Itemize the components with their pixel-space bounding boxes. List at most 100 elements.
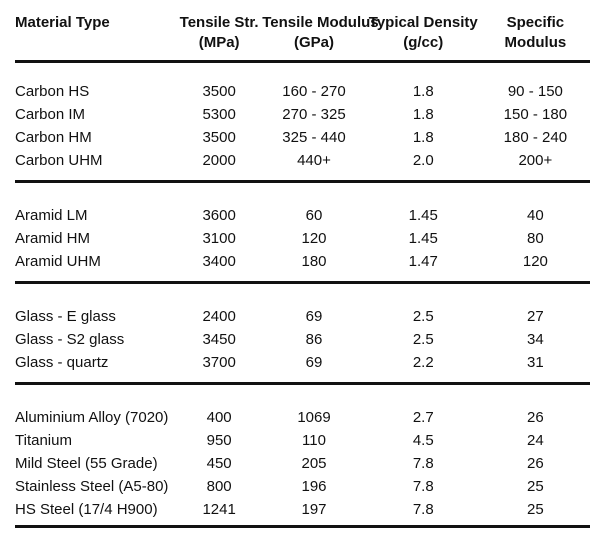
table-row: Aramid LM 3600 60 1.45 40 [15,204,590,227]
column-header-line1: Typical Density [368,14,478,31]
cell-value: 160 - 270 [282,83,346,100]
cell-value: 196 [301,478,327,495]
cell-value: 120 [301,230,327,247]
material-name: Carbon HM [15,129,92,146]
material-name: Glass - E glass [15,308,116,325]
cell-value: 3500 [202,83,236,100]
table-row: Aramid HM 3100 120 1.45 80 [15,227,590,250]
cell-value: 7.8 [412,455,434,472]
cell-value: 270 - 325 [282,106,346,123]
cell-value: 800 [206,478,232,495]
cell-value: 440+ [297,152,331,169]
material-name: Glass - quartz [15,354,109,371]
cell-value: 25 [527,501,544,518]
column-header-line2: (g/cc) [403,34,444,51]
table-header: Material Type Tensile Str. (MPa) Tensile… [15,0,590,63]
cell-value: 86 [305,331,323,348]
column-header-line2: (GPa) [293,34,334,51]
table-row: Aramid UHM 3400 180 1.47 120 [15,250,590,273]
table-row: Glass - quartz 3700 69 2.2 31 [15,351,590,374]
material-name: HS Steel (17/4 H900) [15,501,158,518]
material-name: Carbon UHM [15,152,103,169]
table-row: Carbon HM 3500 325 - 440 1.8 180 - 240 [15,126,590,149]
material-group-aramid: Aramid LM 3600 60 1.45 40 Aramid HM 3100 120 1.4… [15,183,590,284]
cell-value: 3500 [202,129,236,146]
cell-value: 26 [527,409,544,426]
material-group-carbon: Carbon HS 3500 160 - 270 1.8 90 - 150 Carbon … [15,63,590,183]
column-header-line1: Tensile Modulus [262,14,379,31]
column-header-tensile-strength: Tensile Str. (MPa) [176,13,262,53]
cell-value: 3600 [202,207,236,224]
cell-value: 2.2 [412,354,434,371]
column-header-tensile-modulus: Tensile Modulus (GPa) [262,13,379,53]
cell-value: 34 [527,331,544,348]
material-group-glass: Glass - E glass 2400 69 2.5 27 Glass - S2 gla… [15,284,590,385]
cell-value: 3400 [202,253,236,270]
material-name: Aramid HM [15,230,91,247]
cell-value: 26 [527,455,544,472]
cell-value: 1069 [297,409,331,426]
cell-value: 2400 [202,308,236,325]
cell-value: 90 - 150 [507,83,563,100]
cell-value: 1.8 [412,129,434,146]
table-row: Carbon HS 3500 160 - 270 1.8 90 - 150 [15,80,590,103]
table-body: Carbon HS 3500 160 - 270 1.8 90 - 150 Carbon … [15,63,590,528]
cell-value: 180 - 240 [503,129,568,146]
cell-value: 5300 [202,106,236,123]
cell-value: 1241 [202,501,236,518]
cell-value: 1.45 [408,230,438,247]
material-name: Mild Steel (55 Grade) [15,455,158,472]
cell-value: 7.8 [412,501,434,518]
cell-value: 110 [302,432,326,449]
cell-value: 40 [527,207,544,224]
cell-value: 1.47 [408,253,438,270]
material-group-metals: Aluminium Alloy (7020) 400 1069 2.7 26 Titani… [15,385,590,528]
column-header-material-type: Material Type [15,13,176,53]
cell-value: 200+ [518,152,553,169]
table-row: Mild Steel (55 Grade) 450 205 7.8 26 [15,452,590,475]
cell-value: 450 [206,455,232,472]
table-row: Carbon UHM 2000 440+ 2.0 200+ [15,149,590,172]
table-row: HS Steel (17/4 H900) 1241 197 7.8 25 [15,498,590,521]
cell-value: 3450 [202,331,236,348]
column-header-line1: Specific [506,14,565,31]
cell-value: 1.8 [412,106,434,123]
material-name: Stainless Steel (A5-80) [15,478,169,495]
cell-value: 1.8 [412,83,434,100]
table-row: Carbon IM 5300 270 - 325 1.8 150 - 180 [15,103,590,126]
cell-value: 27 [527,308,544,325]
cell-value: 4.5 [412,432,434,449]
material-name: Carbon IM [15,106,86,123]
cell-value: 24 [527,432,544,449]
table-row: Stainless Steel (A5-80) 800 196 7.8 25 [15,475,590,498]
column-header-line1: Tensile Str. [179,14,259,31]
cell-value: 400 [206,409,232,426]
column-header-line2: (MPa) [198,34,240,51]
materials-table: Material Type Tensile Str. (MPa) Tensile… [15,0,590,528]
material-name: Aramid LM [15,207,88,224]
cell-value: 7.8 [412,478,434,495]
cell-value: 1.45 [408,207,438,224]
material-name: Aluminium Alloy (7020) [15,409,169,426]
cell-value: 2.7 [412,409,434,426]
cell-value: 69 [305,354,323,371]
material-name: Aramid UHM [15,253,101,270]
cell-value: 69 [305,308,323,325]
cell-value: 80 [527,230,544,247]
cell-value: 180 [301,253,327,270]
column-header-typical-density: Typical Density (g/cc) [366,13,481,53]
column-header-line2: Modulus [504,34,567,51]
column-header-specific-modulus: Specific Modulus [481,13,590,53]
cell-value: 2.0 [412,152,434,169]
cell-value: 2.5 [412,331,434,348]
column-header-line1: Material Type [15,14,110,31]
cell-value: 60 [305,207,323,224]
cell-value: 950 [206,432,232,449]
table-row: Titanium 950 110 4.5 24 [15,429,590,452]
table-row: Glass - S2 glass 3450 86 2.5 34 [15,328,590,351]
cell-value: 197 [301,501,327,518]
table-row: Glass - E glass 2400 69 2.5 27 [15,305,590,328]
cell-value: 205 [301,455,327,472]
material-name: Carbon HS [15,83,90,100]
table-row: Aluminium Alloy (7020) 400 1069 2.7 26 [15,406,590,429]
